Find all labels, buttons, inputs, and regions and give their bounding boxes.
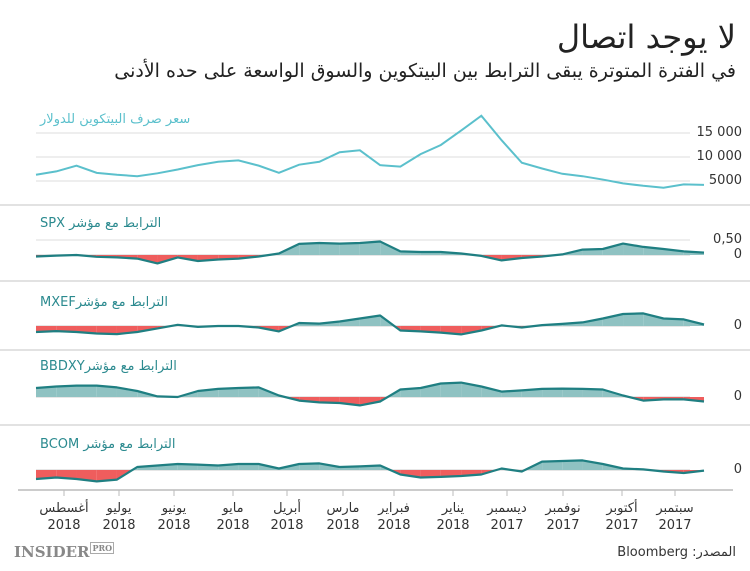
area-segment [602,243,624,255]
x-tick-label: مارس 2018 [313,500,373,534]
panel-title-spx: الترابط مع مؤشر SPX [40,216,162,231]
correlation-line [35,459,705,483]
insider-pro-logo: INSIDER PRO [14,542,115,561]
area-segment [542,461,563,470]
bitcoin-price-line [35,114,705,189]
area-segment [359,241,381,255]
x-tick-label: نوفمبر 2017 [533,500,593,534]
x-tick-month: ديسمبر [487,501,527,516]
area-segment [400,388,421,397]
x-tick-year: 2017 [605,518,639,533]
area-segment [96,470,117,482]
area-segment [400,470,421,478]
x-tick-label: أبريل 2018 [257,500,317,534]
area-segment [582,460,603,470]
x-tick-label: يونيو 2018 [144,500,204,534]
area-segment [96,385,117,397]
x-tick-year: 2018 [157,518,191,533]
area-segment [359,397,381,406]
ytick-label: 10 000 [696,149,743,164]
area-segment [602,314,624,326]
area-segment [542,388,563,397]
x-tick-month: يناير [441,501,465,516]
x-tick-month: نوفمبر [545,501,581,516]
area-segment [623,313,644,326]
panel-title-bcom: الترابط مع مؤشر BCOM [40,437,176,452]
x-tick-year: 2018 [102,518,136,533]
area-segment [420,470,441,478]
x-tick-label: ديسمبر 2017 [477,500,537,534]
panel-title-mxef: الترابط مع مؤشرMXEF [40,295,168,310]
area-segment [339,243,360,255]
area-segment [76,385,97,397]
x-tick-month: سبتمبر [656,501,694,516]
area-segment [56,385,77,397]
x-tick-label: يناير 2018 [423,500,483,534]
area-segment [440,382,462,397]
x-tick-month: مارس [326,501,360,516]
ytick-label: 0 [733,462,742,477]
area-segment [238,387,259,397]
area-segment [663,318,684,326]
area-segment [481,386,502,397]
x-tick-label: أغسطس 2018 [34,500,94,534]
area-segment [238,464,259,470]
panel-title-price: سعر صرف البيتكوين للدولار [40,112,191,127]
x-tick-label: فبراير 2018 [364,500,424,534]
chart-title: لا يوجد اتصال [556,18,736,56]
chart-subtitle: في الفترة المتوترة يبقى الترابط بين البي… [114,60,736,82]
x-tick-label: سبتمبر 2017 [645,500,705,534]
x-tick-year: 2018 [436,518,470,533]
area-segment [36,386,57,397]
source-note: المصدر: Bloomberg [617,545,736,560]
x-tick-month: يونيو [161,501,187,516]
area-segment [56,470,77,479]
x-tick-year: 2018 [326,518,360,533]
x-tick-year: 2018 [216,518,250,533]
x-tick-year: 2018 [270,518,304,533]
ytick-label: 0 [733,389,742,404]
area-segment [461,326,482,335]
x-tick-year: 2017 [490,518,524,533]
area-segment [339,318,360,326]
correlation-line [35,240,705,265]
x-tick-year: 2017 [658,518,692,533]
x-tick-year: 2017 [546,518,580,533]
area-segment [643,313,664,326]
area-segment [116,387,138,397]
area-segment [319,243,340,255]
ytick-label: 15 000 [696,125,743,140]
x-tick-label: أكتوبر 2017 [592,500,652,534]
x-tick-label: مايو 2018 [203,500,263,534]
x-tick-month: أكتوبر [606,501,638,516]
ytick-label: 0 [733,247,742,262]
area-segment [562,388,583,397]
area-segment [562,460,583,470]
ytick-label: 0,50 [713,232,742,247]
ytick-label: 0 [733,318,742,333]
panel-title-bbdxy: الترابط مع مؤشرBBDXY [40,359,177,374]
x-tick-month: يوليو [106,501,132,516]
x-tick-month: مايو [222,501,244,516]
area-segment [582,388,603,397]
ytick-label: 5000 [708,173,742,188]
area-segment [36,470,57,479]
x-tick-label: يوليو 2018 [89,500,149,534]
correlation-line [35,381,705,407]
x-tick-month: أبريل [273,501,301,516]
area-segment [96,326,117,335]
x-tick-year: 2018 [377,518,411,533]
x-tick-month: فبراير [378,501,410,516]
x-tick-month: أغسطس [39,501,89,516]
area-segment [299,243,320,255]
area-segment [218,388,239,397]
x-tick-year: 2018 [47,518,81,533]
correlation-line [35,312,705,336]
area-segment [299,463,320,470]
